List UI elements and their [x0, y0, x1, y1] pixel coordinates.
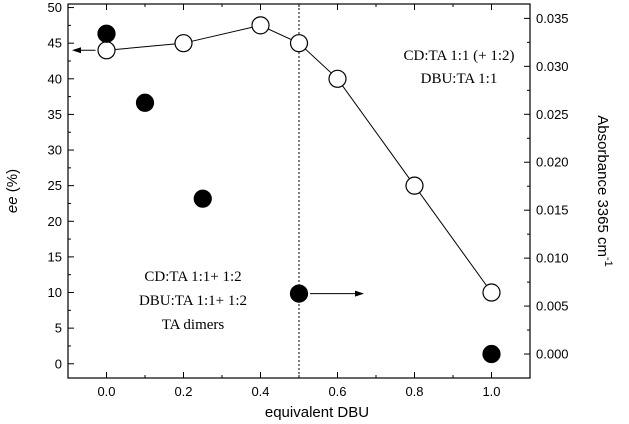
x-tick-label: 0.0: [97, 384, 115, 399]
y-left-tick-label: 20: [48, 214, 62, 229]
y-left-tick-label: 5: [55, 321, 62, 336]
y-right-axis-title: Absorbance 3365 cm-1: [594, 115, 614, 267]
y-left-tick-label: 25: [48, 178, 62, 193]
data-point-ee: [251, 16, 270, 35]
data-point-ee: [405, 176, 424, 195]
y-left-tick-label: 50: [48, 0, 62, 15]
y-left-tick-label: 35: [48, 107, 62, 122]
data-point-ee: [482, 283, 501, 302]
y-right-tick-label: 0.030: [536, 59, 569, 74]
y-left-tick-label: 0: [55, 356, 62, 371]
y-right-tick-label: 0.035: [536, 11, 569, 26]
annotation-top-right-line-2: DBU:TA 1:1: [421, 71, 498, 87]
y-left-tick-label: 45: [48, 36, 62, 51]
annotation-bottom-left-line-1: CD:TA 1:1+ 1:2: [144, 269, 241, 285]
data-point-ee: [97, 41, 116, 60]
annotation-bottom-left-line-3: TA dimers: [162, 317, 225, 333]
y-right-tick-label: 0.000: [536, 347, 569, 362]
x-ticks: 0.0 0.2 0.4 0.6 0.8 1.0: [67, 4, 531, 399]
y-right-axis-title-main: Absorbance 3365 cm: [594, 115, 611, 257]
data-point-ee: [289, 34, 309, 53]
y-left-ticks: 0 5 10 15 20 25 30 35 40 45 50: [48, 0, 74, 371]
y-left-axis-title-italic: ee: [4, 196, 21, 213]
y-left-tick-label: 40: [48, 71, 62, 86]
x-tick-label: 0.4: [251, 384, 269, 399]
y-left-tick-label: 15: [48, 249, 62, 264]
series-layer: [97, 16, 501, 364]
y-right-tick-label: 0.025: [536, 107, 569, 122]
y-right-tick-label: 0.010: [536, 251, 569, 266]
y-right-tick-label: 0.015: [536, 203, 569, 218]
series-2: [97, 24, 501, 364]
x-tick-label: 0.2: [174, 384, 192, 399]
y-right-tick-label: 0.005: [536, 299, 569, 314]
y-left-tick-label: 10: [48, 285, 62, 300]
x-tick-label: 1.0: [482, 384, 500, 399]
x-axis-title: equivalent DBU: [265, 404, 369, 421]
data-point-absorbance: [97, 24, 116, 43]
data-point-absorbance: [135, 93, 155, 112]
right-axis-arrow-head: [355, 290, 364, 297]
y-right-tick-label: 0.020: [536, 155, 569, 170]
annotation-top-right-line-1: CD:TA 1:1 (+ 1:2): [403, 48, 514, 64]
annotation-top-right: CD:TA 1:1 (+ 1:2) DBU:TA 1:1: [403, 48, 514, 87]
annotation-bottom-left-line-2: DBU:TA 1:1+ 1:2: [139, 293, 247, 309]
y-left-tick-label: 30: [48, 143, 62, 158]
data-point-ee: [174, 34, 193, 53]
y-right-axis-title-sup: -1: [602, 257, 614, 267]
y-left-axis-title-rest: (%): [4, 169, 21, 197]
series-1: [97, 16, 501, 302]
annotation-bottom-left: CD:TA 1:1+ 1:2 DBU:TA 1:1+ 1:2 TA dimers: [139, 269, 247, 333]
data-point-absorbance: [289, 284, 309, 303]
x-tick-label: 0.6: [328, 384, 346, 399]
arrows: [72, 47, 364, 297]
left-axis-arrow-head: [72, 47, 81, 54]
y-left-axis-title: ee (%): [4, 169, 21, 213]
data-point-ee: [328, 69, 347, 88]
data-point-absorbance: [482, 344, 501, 364]
y-right-ticks: 0.000 0.005 0.010 0.015 0.020 0.025 0.030 0.035: [524, 11, 569, 362]
x-tick-label: 0.8: [405, 384, 423, 399]
data-point-absorbance: [193, 189, 212, 208]
